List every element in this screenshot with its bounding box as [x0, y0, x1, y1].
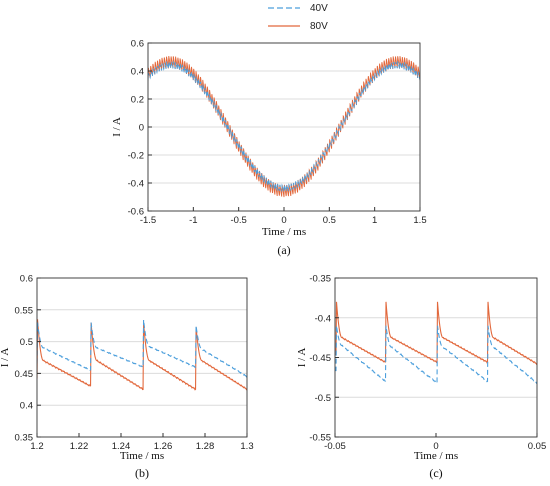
- y-tick-label: 0.45: [15, 369, 34, 380]
- legend-label-40v: 40V: [310, 3, 328, 14]
- y-tick-label: -0.2: [128, 151, 144, 162]
- x-axis-label: Time / ms: [120, 450, 164, 462]
- y-tick-label: 0.4: [131, 67, 144, 78]
- y-tick-label: -0.55: [309, 433, 331, 444]
- y-tick-label: 0.35: [15, 433, 34, 444]
- y-ticks: 0.35 0.4 0.45 0.5 0.55 0.6: [15, 274, 41, 444]
- y-ticks: -0.55 -0.5 -0.45 -0.4 -0.35: [309, 274, 339, 444]
- panel-caption: (c): [429, 466, 442, 480]
- y-tick-label: 0.5: [20, 337, 33, 348]
- series-line-80v: [335, 301, 537, 366]
- panel-b: 1.2 1.22 1.24 1.26 1.28 1.3 0.35 0.4 0.45 0.5 0.5…: [0, 274, 254, 481]
- legend-label-80v: 80V: [310, 21, 328, 32]
- x-tick-label: -1.5: [140, 215, 156, 226]
- x-ticks: 1.2 1.22 1.24 1.26 1.28 1.3: [30, 433, 254, 452]
- grid-lines: [335, 277, 537, 438]
- panel-caption: (a): [277, 243, 290, 257]
- y-tick-label: -0.5: [315, 393, 331, 404]
- y-tick-label: 0.6: [20, 274, 33, 285]
- y-tick-label: 0.55: [15, 305, 34, 316]
- x-ticks: -1.5 -1 -0.5 0 0.5 1 1.5: [140, 207, 427, 226]
- series-line-40v: [335, 325, 537, 384]
- x-tick-label: 1.2: [30, 441, 43, 452]
- y-tick-label: 0.4: [20, 401, 33, 412]
- y-axis-label: I / A: [0, 348, 11, 368]
- series-line-40v: [148, 60, 420, 192]
- x-tick-label: 1.28: [196, 441, 215, 452]
- y-axis-label: I / A: [296, 348, 308, 368]
- x-ticks: -0.05 0 0.05: [324, 433, 546, 452]
- y-axis-label: I / A: [111, 117, 123, 137]
- y-tick-label: 0: [139, 123, 144, 134]
- x-tick-label: 0: [433, 441, 438, 452]
- y-tick-label: -0.4: [315, 313, 331, 324]
- x-tick-label: 1.26: [154, 441, 173, 452]
- plot-frame: [36, 277, 248, 438]
- x-tick-label: 1.22: [70, 441, 89, 452]
- series-group: [148, 56, 420, 198]
- y-tick-label: 0.2: [131, 95, 144, 106]
- x-tick-label: -1: [189, 215, 197, 226]
- x-tick-label: 0.05: [528, 441, 547, 452]
- y-ticks: -0.6 -0.4 -0.2 0 0.2 0.4 0.6: [128, 39, 152, 218]
- x-tick-label: 0.5: [323, 215, 336, 226]
- x-tick-label: 1.3: [240, 441, 253, 452]
- x-tick-label: -0.05: [324, 441, 346, 452]
- y-tick-label: -0.45: [309, 353, 331, 364]
- y-tick-label: -0.35: [309, 274, 331, 285]
- y-tick-label: -0.6: [128, 207, 144, 218]
- panel-c: -0.05 0 0.05 -0.55 -0.5 -0.45 -0.4 -0.35 Time …: [296, 274, 546, 481]
- x-tick-label: 1.5: [413, 215, 426, 226]
- x-tick-label: 0: [281, 215, 286, 226]
- panel-caption: (b): [135, 466, 149, 480]
- x-tick-label: -0.5: [230, 215, 246, 226]
- x-axis-label: Time / ms: [262, 226, 306, 238]
- x-tick-label: 1: [372, 215, 377, 226]
- series-group: [335, 301, 537, 384]
- series-line-80v: [37, 319, 247, 391]
- x-tick-label: 1.24: [112, 441, 131, 452]
- panel-a: -1.5 -1 -0.5 0 0.5 1 1.5 -0.6 -0.4 -0.2 0 0.2 0.4 0.…: [111, 39, 427, 258]
- y-tick-label: 0.6: [131, 39, 144, 50]
- series-group: [37, 319, 247, 391]
- series-line-40v: [37, 319, 247, 378]
- x-axis-label: Time / ms: [414, 450, 458, 462]
- y-tick-label: -0.4: [128, 179, 144, 190]
- legend: 40V 80V: [268, 3, 328, 32]
